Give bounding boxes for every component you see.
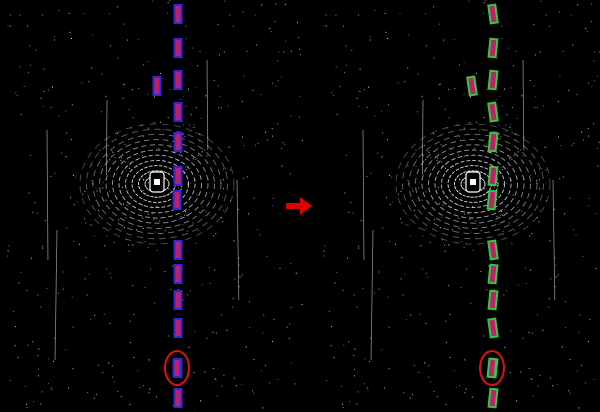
detection-box bbox=[487, 387, 499, 409]
detection-box bbox=[152, 76, 162, 96]
detection-box bbox=[486, 357, 498, 379]
lidar-rings bbox=[79, 123, 235, 245]
detection-box bbox=[173, 4, 183, 24]
detection-box bbox=[487, 69, 499, 91]
roadside-structures bbox=[46, 59, 240, 361]
detection-box bbox=[487, 37, 499, 59]
after-lidar-panel bbox=[323, 0, 600, 412]
detection-box bbox=[172, 358, 182, 378]
ego-vehicle bbox=[149, 171, 165, 193]
ego-vehicle bbox=[465, 171, 481, 193]
detection-box bbox=[173, 102, 183, 122]
detection-box bbox=[487, 263, 499, 285]
detection-box bbox=[173, 38, 183, 58]
right-arrow-icon bbox=[286, 197, 312, 215]
highlight-circle bbox=[479, 350, 505, 386]
detection-box bbox=[173, 166, 183, 186]
detection-box bbox=[487, 239, 499, 261]
detection-box bbox=[486, 189, 498, 211]
detection-box bbox=[466, 75, 478, 97]
highlight-circle bbox=[164, 350, 190, 386]
detection-box bbox=[172, 190, 182, 210]
roadside-structures bbox=[362, 59, 556, 361]
detection-box bbox=[173, 240, 183, 260]
detection-box bbox=[173, 318, 183, 338]
detection-box bbox=[487, 289, 499, 311]
detection-box bbox=[173, 70, 183, 90]
detection-box bbox=[487, 3, 499, 25]
detection-box bbox=[487, 165, 499, 187]
detection-box bbox=[173, 290, 183, 310]
detection-boxes bbox=[466, 3, 499, 409]
detection-box bbox=[487, 131, 499, 153]
detection-boxes bbox=[152, 4, 183, 408]
detection-box bbox=[173, 132, 183, 152]
before-lidar-panel bbox=[7, 0, 303, 412]
detection-box bbox=[173, 388, 183, 408]
detection-box bbox=[487, 101, 499, 123]
detection-box bbox=[173, 264, 183, 284]
detection-box bbox=[487, 317, 499, 339]
